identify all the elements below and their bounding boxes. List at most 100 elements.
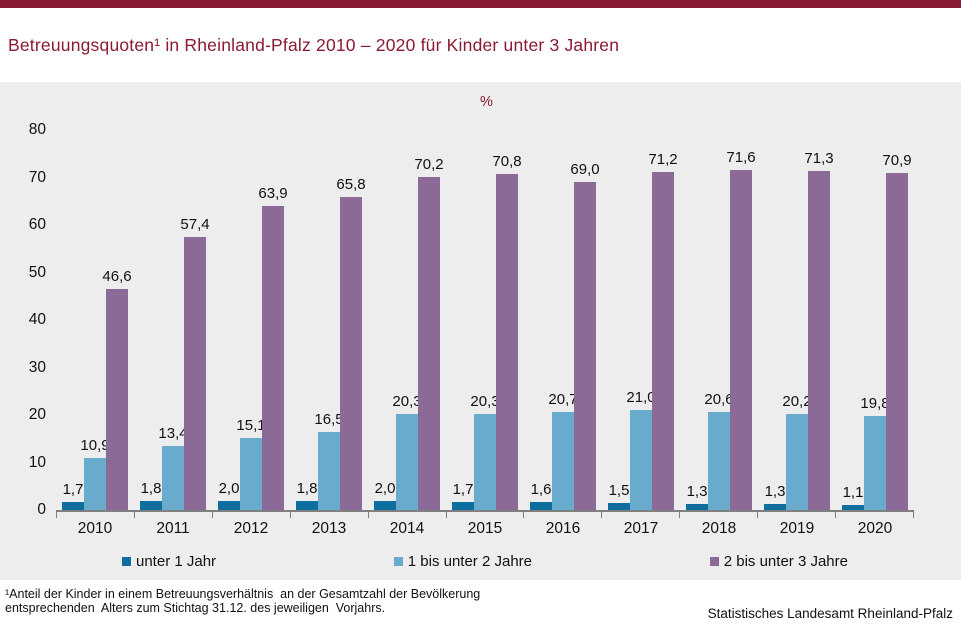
- bar-series3-2019: 71,3: [804, 150, 834, 510]
- y-axis: 0 10 20 30 40 50 60 70 80: [0, 121, 46, 518]
- x-axis-label: 2012: [233, 520, 269, 537]
- x-axis-label: 2017: [623, 520, 659, 537]
- legend-marker: [709, 557, 719, 566]
- x-axis-label: 2011: [156, 520, 190, 537]
- legend-marker: [393, 557, 403, 566]
- bar-value-label: 1,3: [764, 482, 786, 500]
- x-axis-tick: [367, 512, 446, 518]
- bar-series1-2017: 1,5: [608, 482, 630, 510]
- bar-value-label: 65,8: [336, 176, 366, 194]
- bar-series3-2010: 46,6: [102, 268, 132, 510]
- bar-value-label: 1,7: [62, 480, 84, 498]
- legend-label: unter 1 Jahr: [136, 553, 217, 570]
- legend-label: 2 bis unter 3 Jahre: [723, 553, 848, 570]
- legend-item: unter 1 Jahr: [122, 553, 216, 570]
- y-axis-tick-label: 80: [28, 121, 46, 138]
- bar-group-2018: 1,3 20,6 71,6: [680, 130, 758, 510]
- bar-series3-2011: 57,4: [180, 216, 210, 510]
- bar-value-label: 1,6: [530, 481, 552, 499]
- bar-value-label: 71,6: [726, 148, 756, 166]
- x-axis-tick: [133, 512, 212, 518]
- x-axis-label: 2016: [545, 520, 581, 537]
- bar-series3-2020: 70,9: [882, 152, 912, 510]
- bar-value-label: 1,3: [686, 482, 708, 500]
- bar-group-2010: 1,7 10,9 46,6: [56, 130, 134, 510]
- bar-value-label: 20,3: [392, 392, 422, 410]
- bar-series3-2018: 71,6: [726, 149, 756, 510]
- bar-series3-2016: 69,0: [570, 161, 600, 510]
- chart-panel: % 0 10 20 30 40 50 60 70 80 1,7 10,9 46,6 1,8 13,4 57…: [0, 82, 961, 580]
- bar-group-2017: 1,5 21,0 71,2: [602, 130, 680, 510]
- x-axis-label: 2014: [389, 520, 425, 537]
- bar-group-2015: 1,7 20,3 70,8: [446, 130, 524, 510]
- bar-series1-2010: 1,7: [62, 481, 84, 510]
- bar-series2-2011: 13,4: [158, 425, 188, 510]
- plot-area: 1,7 10,9 46,6 1,8 13,4 57,4 2,0 15,1 63,9 1,8 16,5…: [56, 130, 914, 512]
- x-axis-tick: [601, 512, 679, 518]
- legend-marker: [122, 557, 131, 566]
- bar-group-2012: 2,0 15,1 63,9: [212, 130, 290, 510]
- bar-series2-2020: 19,8: [860, 395, 890, 510]
- bar-series2-2014: 20,3: [392, 393, 422, 510]
- legend-label: 1 bis unter 2 Jahre: [407, 553, 533, 570]
- x-axis-tick: [289, 512, 368, 518]
- bar-value-label: 16,5: [314, 410, 344, 428]
- bar-series2-2018: 20,6: [704, 391, 734, 510]
- bar-group-2013: 1,8 16,5 65,8: [290, 130, 368, 510]
- bar-value-label: 15,1: [236, 417, 266, 435]
- bar-group-2014: 2,0 20,3 70,2: [368, 130, 446, 510]
- bar-value-label: 20,2: [782, 393, 812, 411]
- y-axis-tick-label: 30: [28, 358, 46, 376]
- bar-series1-2016: 1,6: [530, 481, 552, 510]
- footer: ¹Anteil der Kinder in einem Betreuungsve…: [0, 580, 961, 631]
- chart-area: 1,7 10,9 46,6 1,8 13,4 57,4 2,0 15,1 63,9 1,8 16,5…: [56, 130, 914, 570]
- bar-value-label: 1,1: [842, 483, 864, 501]
- bar-value-label: 10,9: [80, 437, 110, 455]
- chart-title: Betreuungsquoten¹ in Rheinland-Pfalz 201…: [8, 34, 620, 55]
- bar-value-label: 19,8: [860, 394, 890, 412]
- bar-series3-2017: 71,2: [648, 151, 678, 510]
- top-accent-bar: [0, 0, 961, 8]
- bar-value-label: 69,0: [570, 161, 600, 179]
- x-axis-label: 2015: [467, 520, 503, 537]
- x-axis-label: 2018: [701, 520, 737, 537]
- bar-value-label: 1,5: [608, 481, 630, 499]
- bar-value-label: 46,6: [102, 267, 132, 285]
- y-axis-unit-label: %: [480, 94, 493, 110]
- x-axis-tick: [835, 512, 913, 518]
- bar-value-label: 1,7: [452, 480, 474, 498]
- bar-value-label: 63,9: [258, 185, 288, 203]
- legend-item: 1 bis unter 2 Jahre: [393, 553, 533, 570]
- bar-value-label: 57,4: [180, 216, 210, 234]
- legend-item: 2 bis unter 3 Jahre: [709, 553, 848, 570]
- bar-series1-2014: 2,0: [374, 480, 396, 510]
- y-axis-tick-label: 70: [28, 168, 46, 186]
- x-axis-tick: [757, 512, 835, 518]
- bar-value-label: 71,2: [648, 150, 678, 168]
- bar-value-label: 20,6: [704, 391, 734, 409]
- bar-series2-2016: 20,7: [548, 391, 578, 510]
- bar-value-label: 2,0: [218, 479, 240, 497]
- bar-series3-2012: 63,9: [258, 185, 288, 510]
- x-axis-tick: [523, 512, 601, 518]
- bar-series2-2013: 16,5: [314, 411, 344, 510]
- bar-series2-2012: 15,1: [236, 417, 266, 510]
- bar-series1-2019: 1,3: [764, 483, 786, 510]
- source-attribution: Statistisches Landesamt Rheinland-Pfalz: [707, 606, 953, 621]
- footnote: ¹Anteil der Kinder in einem Betreuungsve…: [5, 587, 481, 615]
- bar-value-label: 20,7: [548, 390, 578, 408]
- bar-value-label: 70,9: [882, 152, 912, 170]
- bar-series2-2010: 10,9: [80, 437, 110, 510]
- bar-value-label: 2,0: [374, 479, 396, 497]
- x-axis-ticks: [56, 512, 914, 518]
- x-axis-label: 2010: [77, 520, 113, 537]
- y-axis-tick-label: 60: [28, 216, 46, 233]
- bar-value-label: 70,2: [414, 155, 444, 173]
- x-axis-tick: [445, 512, 524, 518]
- x-axis-label: 2013: [311, 520, 347, 537]
- bar-series1-2015: 1,7: [452, 481, 474, 510]
- y-axis-tick-label: 50: [28, 263, 46, 281]
- bar-series1-2013: 1,8: [296, 480, 318, 510]
- title-band: Betreuungsquoten¹ in Rheinland-Pfalz 201…: [0, 8, 961, 82]
